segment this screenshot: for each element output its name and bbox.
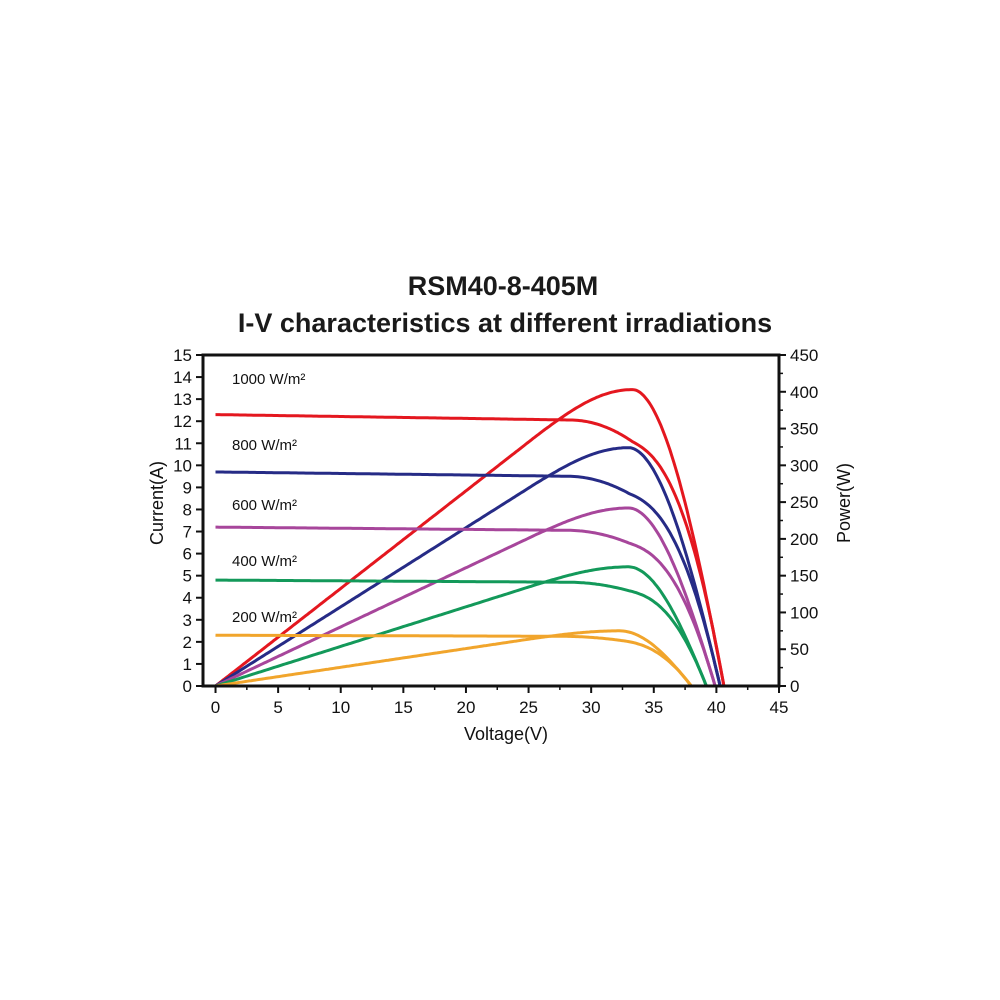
y2-tick-label: 150 bbox=[790, 567, 818, 586]
y-tick-label: 15 bbox=[173, 346, 192, 365]
iv-curve-200 bbox=[215, 633, 693, 687]
chart-title: RSM40-8-405M bbox=[408, 271, 599, 301]
annotation-layer: 1000 W/m² 800 W/m² 600 W/m² 400 W/m² 200 W/m… bbox=[232, 371, 305, 626]
y2-tick-label: 400 bbox=[790, 383, 818, 402]
y-tick-label: 12 bbox=[173, 412, 192, 431]
irradiance-label-800: 800 W/m² bbox=[232, 437, 297, 454]
x-tick-label: 15 bbox=[394, 698, 413, 717]
x-tick-label: 35 bbox=[644, 698, 663, 717]
x-tick-label: 25 bbox=[519, 698, 538, 717]
power-curve-800 bbox=[214, 446, 722, 688]
y2-tick-label: 300 bbox=[790, 456, 818, 475]
iv-curve-600 bbox=[215, 525, 717, 687]
iv-curve-400 bbox=[215, 578, 708, 687]
y-tick-label: 13 bbox=[173, 390, 192, 409]
chart-subtitle: I-V characteristics at different irradia… bbox=[238, 308, 772, 338]
y2-tick-label: 100 bbox=[790, 603, 818, 622]
x-tick-label: 0 bbox=[211, 698, 220, 717]
y-tick-label: 9 bbox=[183, 478, 192, 497]
x-tick-label: 40 bbox=[707, 698, 726, 717]
x-tick-label: 10 bbox=[331, 698, 350, 717]
y-tick-label: 6 bbox=[183, 545, 192, 564]
irradiance-label-200: 200 W/m² bbox=[232, 609, 297, 626]
y-tick-label: 5 bbox=[183, 567, 192, 586]
x-tick-label: 45 bbox=[770, 698, 789, 717]
y2-tick-label: 450 bbox=[790, 346, 818, 365]
series-layer bbox=[214, 388, 726, 688]
irradiance-label-600: 600 W/m² bbox=[232, 497, 297, 514]
y2-axis-label: Power(W) bbox=[834, 463, 854, 543]
x-tick-label: 5 bbox=[273, 698, 282, 717]
y2-tick-label: 0 bbox=[790, 677, 799, 696]
x-axis-label: Voltage(V) bbox=[464, 724, 548, 744]
power-curve-600 bbox=[214, 506, 717, 688]
ticks-layer: 0 5 10 15 20 25 30 35 40 450123456789101112131415… bbox=[173, 346, 818, 717]
y2-tick-label: 350 bbox=[790, 420, 818, 439]
y2-tick-label: 250 bbox=[790, 493, 818, 512]
y2-tick-label: 200 bbox=[790, 530, 818, 549]
y-tick-label: 8 bbox=[183, 500, 192, 519]
y-tick-label: 0 bbox=[183, 677, 192, 696]
irradiance-label-400: 400 W/m² bbox=[232, 553, 297, 570]
y-tick-label: 2 bbox=[183, 633, 192, 652]
y-tick-label: 1 bbox=[183, 655, 192, 674]
power-curve-200 bbox=[215, 629, 693, 688]
y-tick-label: 7 bbox=[183, 523, 192, 542]
y-axis-label: Current(A) bbox=[147, 461, 167, 545]
y-tick-label: 3 bbox=[183, 611, 192, 630]
y-tick-label: 14 bbox=[173, 368, 192, 387]
irradiance-label-1000: 1000 W/m² bbox=[232, 371, 305, 388]
iv-curve-1000 bbox=[215, 413, 726, 687]
x-tick-label: 30 bbox=[582, 698, 601, 717]
y-tick-label: 4 bbox=[183, 589, 192, 608]
y-tick-label: 11 bbox=[174, 434, 192, 453]
y2-tick-label: 50 bbox=[790, 640, 809, 659]
y-tick-label: 10 bbox=[173, 456, 192, 475]
power-curve-400 bbox=[215, 565, 708, 688]
iv-curve-800 bbox=[215, 470, 722, 687]
power-curve-1000 bbox=[214, 388, 726, 688]
x-tick-label: 20 bbox=[456, 698, 475, 717]
